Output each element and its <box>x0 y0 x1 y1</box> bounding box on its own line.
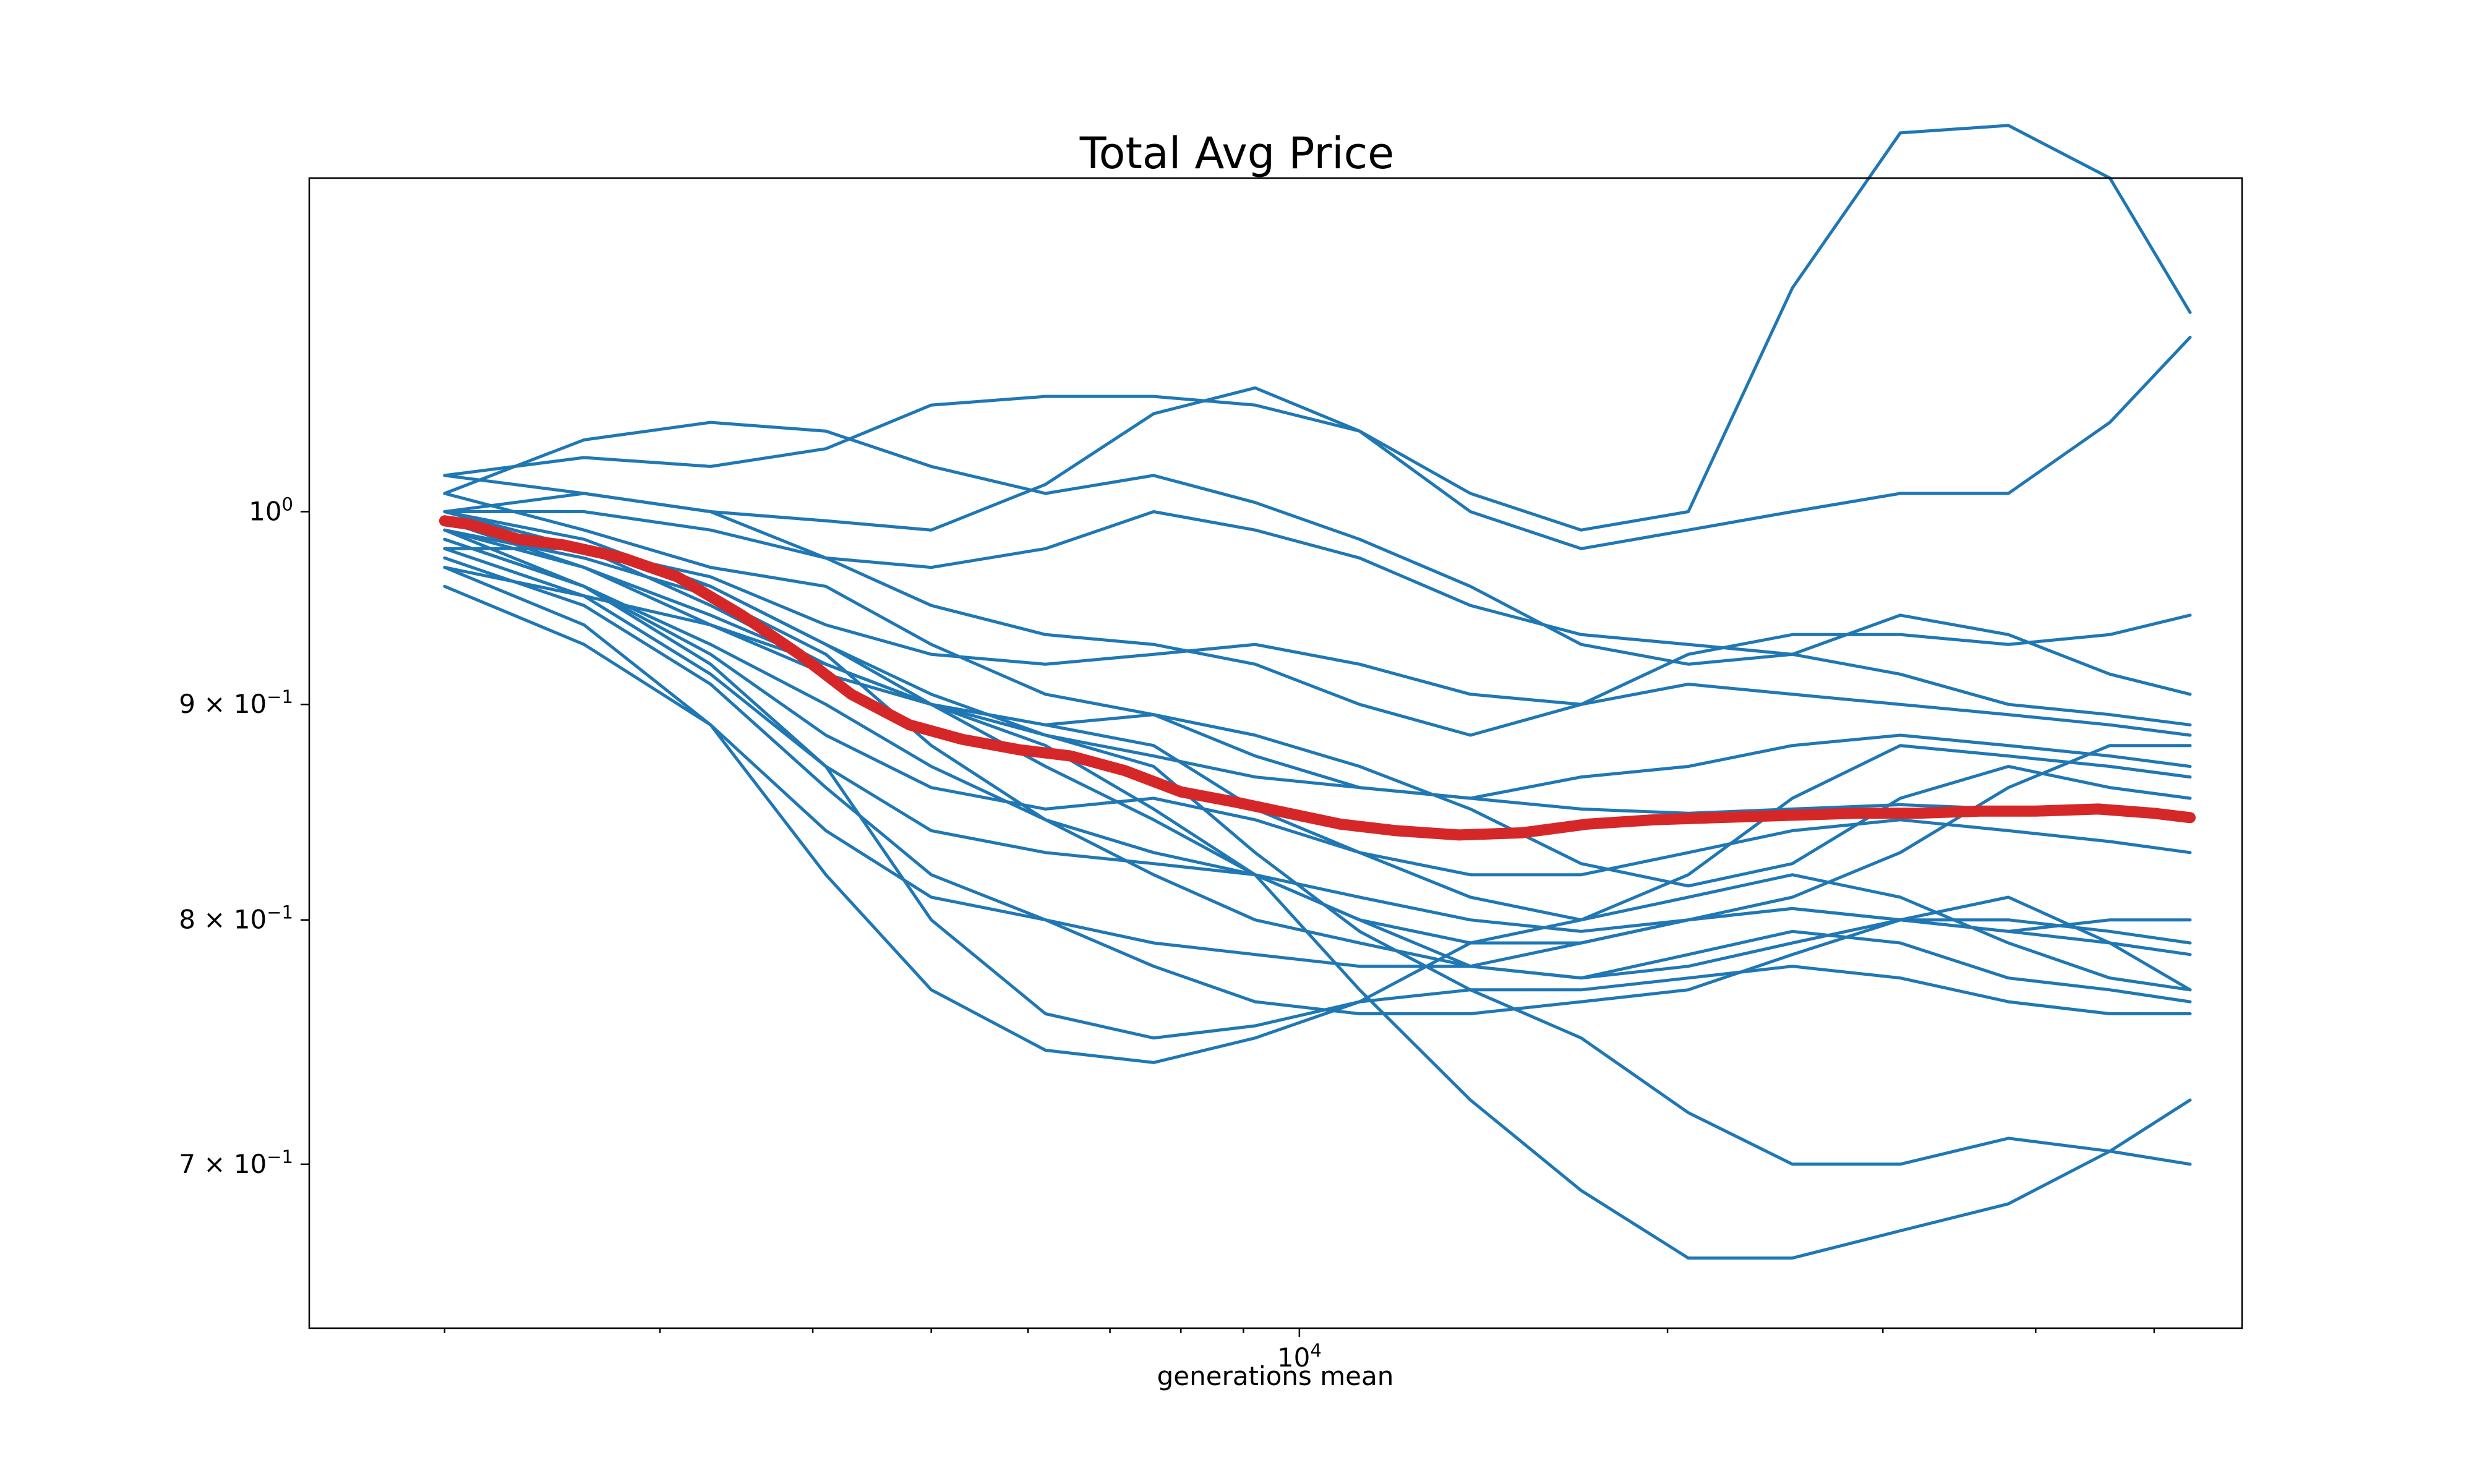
mean-series-group <box>439 515 2196 841</box>
run-series-line-20 <box>443 510 2192 1166</box>
x-axis-label: generations mean <box>1157 1361 1394 1391</box>
y-axis-ticks: 100 9 × 10−1 8 × 10−1 7 × 10−1 <box>179 493 309 1179</box>
run-series-line-19 <box>443 547 2192 1004</box>
chart-title: Total Avg Price <box>1079 128 1394 179</box>
run-series-line-2 <box>443 336 2192 550</box>
plot-frame <box>308 177 2243 1329</box>
run-series-line-5 <box>443 492 2192 737</box>
y-tick-label: 8 × 10−1 <box>179 902 293 935</box>
run-series-line-15 <box>443 556 2192 968</box>
run-series-line-11 <box>443 528 2192 922</box>
x-axis-ticks: 104 <box>443 1328 2155 1373</box>
run-series-line-14 <box>443 528 2192 980</box>
x-tick-label: 104 <box>1277 1340 1322 1373</box>
y-tick-label: 7 × 10−1 <box>179 1146 293 1179</box>
run-series-line-6 <box>443 547 2192 737</box>
run-series-line-4 <box>443 510 2192 727</box>
run-series-line-3 <box>443 420 2192 696</box>
run-series-line-18 <box>443 566 2192 1064</box>
y-tick-label: 9 × 10−1 <box>179 686 293 719</box>
y-tick-label: 100 <box>249 493 293 526</box>
run-series-group <box>443 124 2192 1260</box>
run-series-line-12 <box>443 537 2192 933</box>
mean-series-line <box>439 515 2196 841</box>
